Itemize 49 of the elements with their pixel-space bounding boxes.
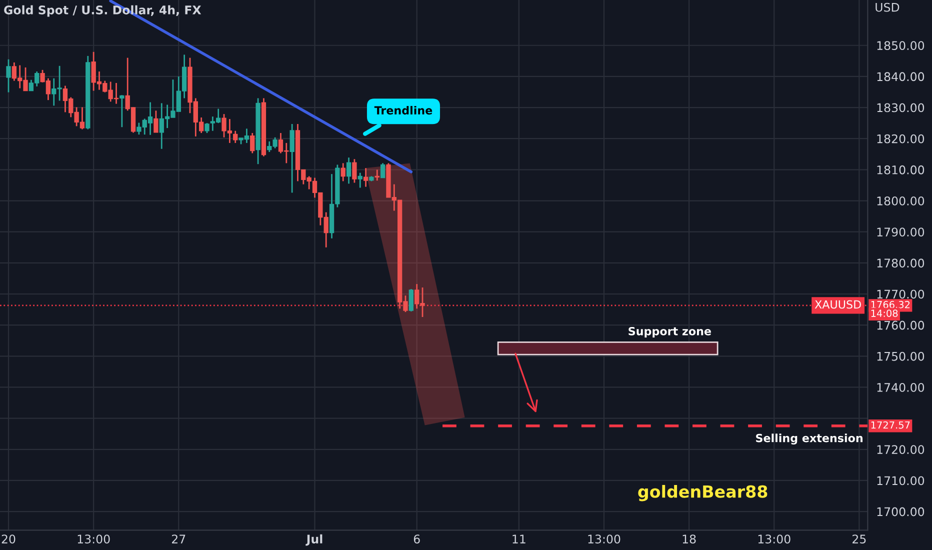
x-tick-label: 18 [682, 534, 696, 544]
text: 1766.32 [871, 300, 910, 308]
candlestick [120, 94, 124, 128]
y-tick-label: 1740.00 [877, 382, 924, 392]
annotation: Trendline [374, 106, 432, 115]
candlestick [340, 162, 346, 182]
x-tick-label: Jul [306, 534, 322, 546]
x-tick-label: 25 [852, 534, 866, 544]
annotation: goldenBear88 [638, 484, 768, 502]
band-label: Support zone [628, 326, 711, 338]
x-tick-label: 6 [414, 534, 420, 544]
y-tick-label: 1830.00 [877, 103, 924, 112]
candlestick [290, 123, 294, 194]
candlestick [358, 172, 362, 188]
x-tick-label: 27 [172, 534, 186, 544]
x-tick-label: 11 [512, 534, 526, 544]
x-tick-label: 13:00 [78, 534, 110, 544]
candlestick [346, 156, 352, 184]
candlestick [204, 122, 210, 134]
candlestick [250, 132, 255, 154]
y-tick-label: 1800.00 [877, 196, 924, 206]
text: 1727.57 [871, 421, 910, 429]
ref-line-label: Selling extension [756, 434, 862, 444]
text: 14:08 [871, 310, 898, 317]
candlestick [374, 168, 380, 182]
y-axis-title: USD [876, 2, 900, 12]
x-tick-label: 13:00 [588, 534, 620, 544]
candlestick [363, 167, 368, 188]
candlestick [408, 288, 414, 312]
y-tick-label: 1850.00 [877, 41, 924, 50]
y-tick-label: 1780.00 [877, 258, 924, 268]
x-tick-label: 20 [2, 534, 16, 544]
y-tick-label: 1760.00 [877, 320, 924, 330]
y-tick-label: 1720.00 [877, 445, 924, 454]
y-tick-label: 1750.00 [877, 352, 924, 361]
y-tick-label: 1790.00 [877, 228, 924, 236]
candlestick [352, 158, 357, 184]
y-tick-label: 1810.00 [877, 165, 924, 174]
candlestick [380, 162, 386, 178]
candlestick [6, 58, 11, 93]
y-tick-label: 1820.00 [877, 134, 924, 144]
candlestick [154, 110, 158, 134]
y-tick-label: 1770.00 [877, 290, 924, 299]
candlestick [233, 130, 238, 144]
ref-line-label: XAUUSD [814, 300, 861, 309]
y-tick-label: 1710.00 [877, 476, 924, 486]
x-tick-label: 13:00 [758, 534, 790, 544]
y-tick-label: 1700.00 [877, 507, 924, 516]
y-tick-label: 1840.00 [877, 72, 924, 82]
